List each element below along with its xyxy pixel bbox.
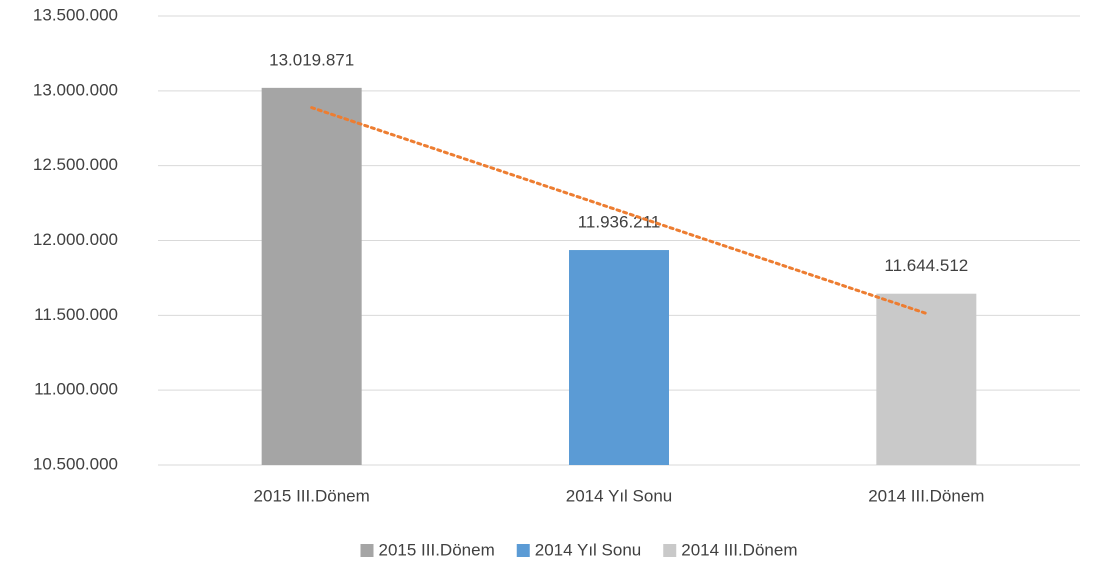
legend-label: 2014 Yıl Sonu [535,540,642,559]
x-tick-label: 2014 Yıl Sonu [566,486,673,505]
value-label: 11.936.211 [578,213,661,232]
y-tick-label: 13.000.000 [33,80,118,99]
x-tick-label: 2015 III.Dönem [254,486,370,505]
legend-swatch [516,544,530,557]
bar [569,250,669,465]
value-label: 13.019.871 [269,50,354,69]
trendline [310,106,928,315]
y-tick-label: 12.000.000 [33,230,118,249]
bar [261,87,362,465]
y-tick-label: 11.500.000 [34,305,118,324]
legend-swatch [663,544,677,557]
value-label: 11.644.512 [884,256,968,275]
y-tick-label: 11.000.000 [34,380,118,399]
y-tick-label: 12.500.000 [33,155,118,174]
legend-label: 2015 III.Dönem [379,540,495,559]
legend-swatch [360,544,374,557]
legend-label: 2014 III.Dönem [681,540,797,559]
bar [876,293,977,465]
y-tick-label: 13.500.000 [33,5,118,24]
x-tick-label: 2014 III.Dönem [868,486,984,505]
y-tick-label: 10.500.000 [33,454,118,473]
